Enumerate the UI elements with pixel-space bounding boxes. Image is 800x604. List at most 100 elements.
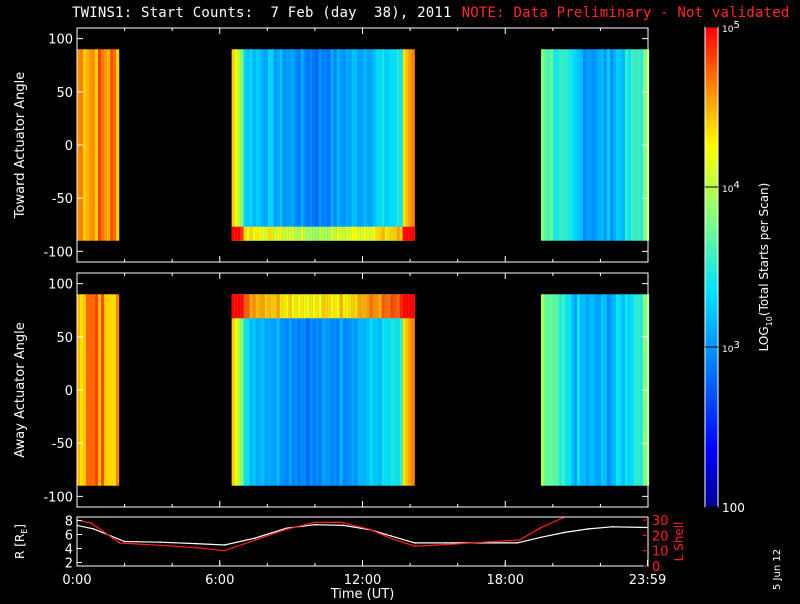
y-tick-label: -100 — [43, 245, 73, 260]
heatmap-column — [591, 294, 596, 486]
heatmap-edge-cell — [342, 294, 346, 319]
heatmap-edge-cell — [342, 226, 346, 241]
heatmap-column — [267, 294, 271, 486]
heatmap-column — [303, 294, 307, 486]
heatmap-column — [639, 294, 644, 486]
colorbar-tick-exp: 5 — [733, 20, 739, 31]
heatmap-edge-cell — [339, 226, 343, 241]
heatmap-column — [375, 294, 379, 486]
heatmap-edge-cell — [231, 294, 235, 319]
heatmap-column — [321, 294, 325, 486]
heatmap-column — [618, 49, 623, 241]
heatmap-edge-cell — [357, 226, 361, 241]
right-tick-label: 10 — [652, 545, 669, 560]
heatmap-column — [546, 294, 551, 486]
heatmap-column — [240, 294, 244, 486]
heatmap-column — [363, 294, 367, 486]
heatmap-column — [576, 49, 581, 241]
heatmap-column — [255, 294, 259, 486]
right-tick-label: 30 — [652, 514, 669, 529]
heatmap-column — [282, 49, 286, 241]
heatmap-edge-cell — [309, 226, 313, 241]
left-tick-label: 6 — [65, 529, 73, 544]
heatmap-column — [399, 294, 403, 486]
heatmap-column — [555, 294, 560, 486]
lshell-point — [119, 542, 121, 544]
heatmap-column — [393, 294, 397, 486]
heatmap-column — [300, 294, 304, 486]
heatmap-column — [396, 294, 400, 486]
radius-point — [195, 542, 197, 545]
radius-point — [159, 541, 162, 543]
heatmap-column — [588, 49, 593, 241]
colorbar-tick-label: 100 — [722, 501, 745, 515]
heatmap-column — [594, 294, 599, 486]
heatmap-column — [234, 294, 238, 486]
heatmap-column — [405, 294, 409, 486]
heatmap-column — [378, 49, 382, 241]
heatmap-column — [555, 49, 560, 241]
heatmap-column — [636, 294, 641, 486]
x-axis-label: Time (UT) — [330, 587, 395, 600]
heatmap-edge-cell — [324, 294, 328, 319]
heatmap-column — [98, 49, 102, 241]
heatmap-column — [101, 294, 105, 486]
heatmap-edge-cell — [330, 294, 334, 319]
heatmap-edge-cell — [243, 226, 247, 241]
heatmap-edge-cell — [330, 226, 334, 241]
heatmap-edge-cell — [273, 226, 277, 241]
lshell-point — [159, 544, 162, 547]
heatmap-column — [558, 49, 563, 241]
heatmap-column — [351, 49, 355, 241]
heatmap-column — [267, 49, 271, 241]
colorbar-tick-base: 10 — [722, 345, 734, 355]
right-tick-label: 20 — [652, 529, 669, 544]
heatmap-column — [231, 49, 235, 241]
lshell-point — [368, 528, 371, 531]
heatmap-column — [110, 294, 114, 486]
radius-point — [414, 542, 416, 544]
heatmap-edge-cell — [306, 226, 310, 241]
heatmap-column — [116, 294, 120, 486]
heatmap-column — [294, 49, 298, 241]
heatmap-column — [540, 294, 545, 486]
heatmap-column — [288, 294, 292, 486]
heatmap-edge-cell — [327, 294, 331, 319]
heatmap-column — [285, 49, 289, 241]
heatmap-edge-cell — [246, 226, 250, 241]
heatmap-column — [279, 294, 283, 486]
heatmap-column — [264, 294, 268, 486]
heatmap-column — [306, 49, 310, 241]
heatmap-column — [612, 294, 617, 486]
heatmap-edge-cell — [390, 226, 394, 241]
heatmap-edge-cell — [396, 294, 400, 319]
heatmap-edge-cell — [282, 226, 286, 241]
heatmap-edge-cell — [375, 226, 379, 241]
heatmap-column — [318, 294, 322, 486]
orbit-left-label-sub: E — [20, 529, 29, 534]
heatmap-away: 100 50 0 -50 -100 Away Actuator Angle — [13, 272, 650, 508]
heatmap-column — [579, 294, 584, 486]
heatmap-edge-cell — [411, 294, 415, 319]
heatmap-edge-cell — [315, 226, 319, 241]
heatmap-edge-cell — [297, 294, 301, 319]
heatmap-column — [234, 49, 238, 241]
heatmap-edge-cell — [363, 226, 367, 241]
x-tick-label: 0:00 — [62, 573, 91, 588]
heatmap-column — [606, 49, 611, 241]
heatmap-edge-cell — [390, 294, 394, 319]
heatmap-column — [246, 49, 250, 241]
heatmap-column — [624, 49, 629, 241]
heatmap-edge-cell — [360, 294, 364, 319]
heatmap-edge-cell — [252, 226, 256, 241]
preliminary-note: NOTE: Data Preliminary - Not validated — [461, 5, 790, 21]
heatmap-edge-cell — [312, 294, 316, 319]
heatmap-column — [360, 49, 364, 241]
heatmap-column — [609, 49, 614, 241]
heatmap-edge-cell — [246, 294, 250, 319]
heatmap-edge-cell — [258, 294, 262, 319]
heatmap-column — [89, 294, 93, 486]
heatmap-column — [543, 49, 548, 241]
heatmap-column — [402, 49, 406, 241]
heatmap-column — [273, 294, 277, 486]
